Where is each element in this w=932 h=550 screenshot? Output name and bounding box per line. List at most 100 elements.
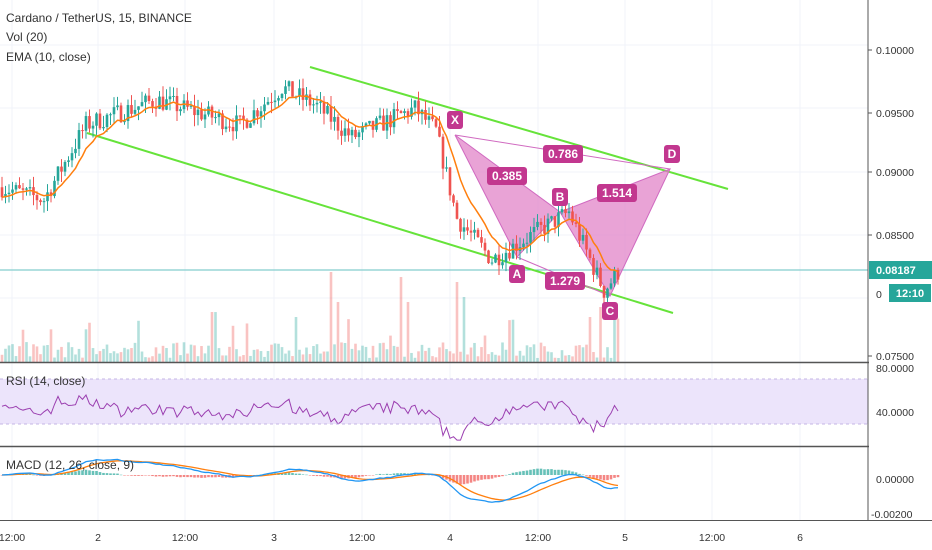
volume-bar: [193, 345, 196, 362]
volume-bar: [392, 345, 396, 362]
candle-body: [466, 227, 469, 231]
pattern-point-b-bg: [552, 188, 568, 206]
pattern-labels[interactable]: X A B C D 0.385 0.786 1.514 1.279: [447, 111, 680, 320]
volume-bar: [210, 312, 214, 362]
volume-bar: [529, 347, 532, 362]
price-axis[interactable]: 0.10000 0.09500 0.09000 0.08500 0.07500 0.081…: [868, 0, 932, 521]
volume-bar: [466, 354, 469, 362]
macd-histogram-bar: [592, 475, 595, 479]
macd-histogram-bar: [70, 471, 74, 475]
macd-histogram-bar: [375, 474, 378, 475]
pattern-point-b-text: B: [556, 190, 565, 204]
candle-body: [179, 109, 182, 112]
macd-histogram-bar: [137, 475, 140, 476]
candle-body: [413, 100, 417, 108]
volume-bar: [382, 342, 385, 362]
macd-histogram-bar: [322, 475, 326, 477]
volume-bar: [245, 323, 249, 362]
time-tick-label: 2: [95, 532, 101, 544]
volume-bar: [406, 302, 410, 362]
volume-bar: [74, 354, 77, 362]
ema-legend[interactable]: EMA (10, close): [6, 50, 91, 64]
candle-body: [172, 95, 175, 97]
rsi-line: [1, 394, 619, 441]
ratio-abc: 1.279: [545, 272, 585, 290]
macd-histogram-bar: [284, 472, 287, 475]
macd-histogram-bar: [340, 475, 343, 479]
macd-histogram-bar: [585, 475, 588, 476]
macd-histogram-bar: [609, 475, 613, 480]
volume-bar: [319, 353, 322, 362]
candle-body: [595, 267, 599, 275]
volume-bar: [308, 354, 312, 362]
candle-body: [301, 88, 305, 100]
volume-bar: [539, 342, 543, 362]
macd-histogram-bar: [417, 473, 420, 475]
macd-legend[interactable]: MACD (12, 26, close, 9): [6, 458, 135, 472]
volume-bar: [18, 346, 21, 362]
candle-body: [368, 120, 371, 124]
macd-histogram-bar: [308, 475, 312, 476]
macd-histogram-bar: [140, 475, 144, 476]
candle-body: [84, 116, 88, 131]
macd-histogram-bar: [203, 475, 207, 478]
ratio-bcd: 1.514: [597, 184, 637, 202]
volume-bar: [42, 345, 46, 362]
volume-bar: [63, 357, 67, 362]
candle-body: [522, 243, 525, 248]
candle-body: [480, 237, 483, 243]
volume-bar: [599, 307, 602, 362]
price-pane[interactable]: X A B C D 0.385 0.786 1.514 1.279: [0, 66, 868, 503]
volume-bar: [494, 354, 497, 362]
volume-bar: [46, 345, 49, 362]
candle-body: [228, 126, 231, 128]
volume-bar: [102, 348, 105, 362]
candle-body: [578, 223, 581, 241]
rsi-legend[interactable]: RSI (14, close): [6, 374, 86, 388]
volume-bar: [154, 347, 158, 362]
candle-body: [434, 119, 438, 127]
ratio-xab-text: 0.385: [492, 169, 522, 183]
macd-histogram-bar: [207, 475, 210, 478]
candle-body: [252, 110, 256, 124]
volume-bar: [427, 347, 431, 362]
candle-body: [196, 109, 200, 116]
candle-body: [616, 270, 620, 280]
countdown-tag: 12:10: [896, 288, 924, 300]
macd-histogram-bar: [214, 475, 217, 478]
volume-bar: [186, 353, 189, 362]
candle-body: [0, 187, 4, 198]
macd-histogram-bar: [196, 475, 200, 478]
macd-histogram-bar: [193, 475, 196, 478]
time-axis[interactable]: 12:00 2 12:00 3 12:00 4 12:00 5 12:00 6: [0, 521, 868, 550]
macd-histogram-bar: [571, 471, 574, 475]
volume-bar: [158, 353, 161, 362]
volume-bar: [571, 356, 574, 362]
volume-bar: [525, 345, 529, 362]
candle-body: [277, 98, 280, 101]
candle-body: [25, 188, 28, 190]
time-tick-label: 12:00: [0, 532, 25, 544]
macd-histogram-bar: [511, 472, 515, 475]
macd-histogram-bar: [382, 474, 385, 475]
candle-body: [560, 209, 564, 213]
volume-bar: [266, 351, 270, 362]
volume-bar: [536, 357, 539, 362]
candle-body: [340, 130, 343, 136]
candle-body: [291, 81, 294, 97]
volume-bar: [168, 357, 172, 362]
volume-bar: [203, 353, 207, 362]
macd-histogram-bar: [543, 469, 546, 475]
volume-legend[interactable]: Vol (20): [6, 30, 48, 44]
candle-body: [455, 202, 459, 219]
volume-bar: [256, 349, 259, 362]
macd-histogram-bar: [613, 475, 616, 478]
macd-histogram-bar: [368, 475, 371, 476]
macd-histogram-bar: [560, 469, 564, 475]
volume-bar: [147, 357, 151, 362]
candle-body: [574, 222, 578, 224]
pane-separators: [0, 0, 932, 521]
macd-histogram-bar: [158, 475, 161, 477]
macd-histogram-bar: [175, 475, 179, 477]
